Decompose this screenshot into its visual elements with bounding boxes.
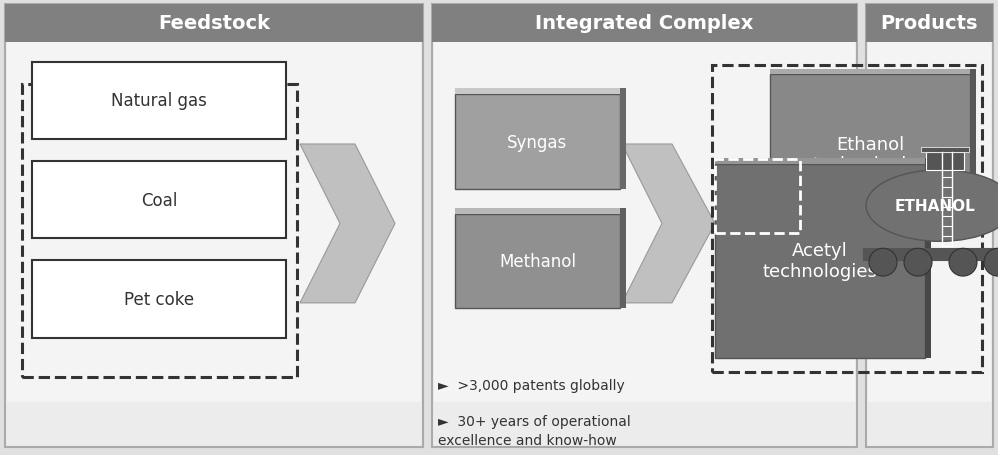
Circle shape: [869, 249, 897, 277]
FancyBboxPatch shape: [455, 208, 620, 214]
FancyBboxPatch shape: [770, 76, 970, 234]
FancyBboxPatch shape: [715, 158, 925, 165]
Circle shape: [984, 249, 998, 277]
FancyBboxPatch shape: [620, 89, 626, 189]
Polygon shape: [622, 145, 715, 303]
FancyBboxPatch shape: [863, 249, 998, 261]
FancyBboxPatch shape: [455, 214, 620, 308]
FancyBboxPatch shape: [868, 7, 991, 402]
Polygon shape: [855, 179, 928, 268]
Text: Natural gas: Natural gas: [111, 92, 207, 110]
FancyBboxPatch shape: [866, 5, 993, 447]
Ellipse shape: [866, 171, 998, 242]
Text: Products: Products: [881, 14, 978, 33]
Text: Integrated Complex: Integrated Complex: [535, 14, 753, 33]
Text: Pet coke: Pet coke: [124, 290, 194, 308]
Text: ►  >3,000 patents globally: ► >3,000 patents globally: [438, 379, 625, 393]
FancyBboxPatch shape: [970, 69, 976, 234]
FancyBboxPatch shape: [770, 69, 970, 76]
FancyBboxPatch shape: [432, 5, 857, 43]
FancyBboxPatch shape: [921, 148, 969, 152]
FancyBboxPatch shape: [620, 208, 626, 308]
FancyBboxPatch shape: [5, 5, 423, 447]
FancyBboxPatch shape: [925, 158, 931, 358]
FancyBboxPatch shape: [715, 165, 925, 358]
FancyBboxPatch shape: [434, 7, 855, 402]
Text: ETHANOL: ETHANOL: [894, 199, 975, 213]
FancyBboxPatch shape: [866, 5, 993, 43]
Text: Acetyl
technologies: Acetyl technologies: [762, 242, 877, 280]
Circle shape: [904, 249, 932, 277]
Text: Coal: Coal: [141, 191, 178, 209]
FancyBboxPatch shape: [32, 261, 286, 338]
Text: Feedstock: Feedstock: [158, 14, 270, 33]
Circle shape: [949, 249, 977, 277]
FancyBboxPatch shape: [7, 7, 421, 402]
FancyBboxPatch shape: [455, 89, 620, 95]
Text: Ethanol
technologies: Ethanol technologies: [812, 135, 927, 174]
Text: Syngas: Syngas: [507, 133, 568, 151]
Text: ►  30+ years of operational
excellence and know-how: ► 30+ years of operational excellence an…: [438, 414, 631, 446]
Text: Methanol: Methanol: [499, 252, 576, 270]
FancyBboxPatch shape: [432, 5, 857, 447]
FancyBboxPatch shape: [5, 5, 423, 43]
FancyBboxPatch shape: [32, 62, 286, 140]
Polygon shape: [300, 145, 395, 303]
FancyBboxPatch shape: [32, 162, 286, 239]
FancyBboxPatch shape: [455, 95, 620, 189]
FancyBboxPatch shape: [926, 152, 964, 171]
